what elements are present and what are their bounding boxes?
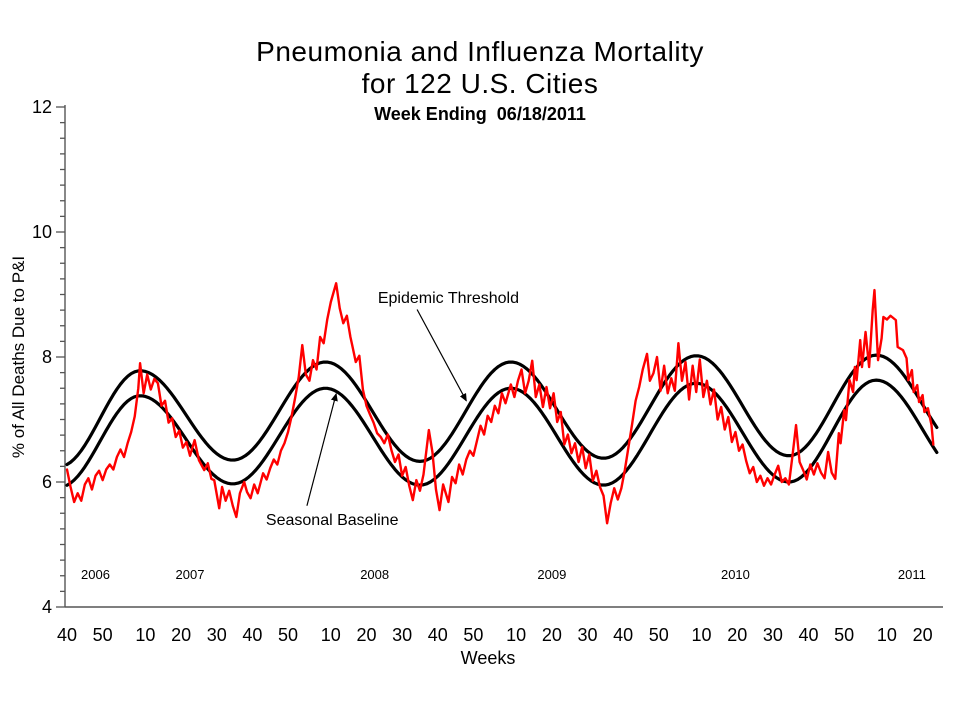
x-tick-label: 10 bbox=[135, 625, 155, 645]
x-tick-label: 30 bbox=[392, 625, 412, 645]
epidemic-threshold-annotation: Epidemic Threshold bbox=[377, 290, 519, 308]
x-tick-label: 30 bbox=[763, 625, 783, 645]
epidemic-threshold-arrow bbox=[416, 309, 467, 402]
x-tick-label: 50 bbox=[278, 625, 298, 645]
x-tick-label: 50 bbox=[463, 625, 483, 645]
chart-title-line2: for 122 U.S. Cities bbox=[361, 68, 599, 100]
x-tick-label: 10 bbox=[877, 625, 897, 645]
x-tick-label: 50 bbox=[649, 625, 669, 645]
x-tick-label: 10 bbox=[506, 625, 526, 645]
chart-title-block: Pneumonia and Influenza Mortality for 12… bbox=[0, 36, 960, 125]
chart-title-line1: Pneumonia and Influenza Mortality bbox=[256, 36, 704, 67]
year-label: 2007 bbox=[176, 567, 205, 582]
y-tick-label: 8 bbox=[42, 347, 52, 367]
x-tick-label: 20 bbox=[727, 625, 747, 645]
x-tick-label: 50 bbox=[93, 625, 113, 645]
x-tick-label: 40 bbox=[613, 625, 633, 645]
x-tick-label: 20 bbox=[356, 625, 376, 645]
y-tick-label: 6 bbox=[42, 472, 52, 492]
x-tick-label: 20 bbox=[913, 625, 933, 645]
y-axis-title: % of All Deaths Due to P&I bbox=[9, 256, 28, 458]
x-tick-label: 10 bbox=[321, 625, 341, 645]
year-label: 2011 bbox=[898, 567, 926, 582]
x-tick-label: 50 bbox=[834, 625, 854, 645]
x-axis-title: Weeks bbox=[461, 648, 516, 668]
x-tick-label: 10 bbox=[692, 625, 712, 645]
year-label: 2006 bbox=[81, 567, 110, 582]
x-tick-label: 20 bbox=[542, 625, 562, 645]
year-label: 2010 bbox=[721, 567, 750, 582]
chart-subtitle-week-ending: Week Ending 06/18/2011 bbox=[374, 104, 586, 125]
y-tick-label: 12 bbox=[32, 97, 52, 117]
x-tick-label: 40 bbox=[242, 625, 262, 645]
x-tick-label: 30 bbox=[577, 625, 597, 645]
x-tick-label: 40 bbox=[428, 625, 448, 645]
x-tick-label: 30 bbox=[207, 625, 227, 645]
x-tick-label: 40 bbox=[57, 625, 77, 645]
x-tick-label: 40 bbox=[799, 625, 819, 645]
y-tick-label: 10 bbox=[32, 222, 52, 242]
x-tick-label: 20 bbox=[171, 625, 191, 645]
year-label: 2008 bbox=[360, 567, 389, 582]
seasonal-baseline-annotation: Seasonal Baseline bbox=[265, 512, 399, 529]
year-label: 2009 bbox=[537, 567, 566, 582]
seasonal-baseline-arrow bbox=[306, 392, 338, 506]
y-tick-label: 4 bbox=[42, 597, 52, 617]
seasonal-baseline-curve bbox=[65, 378, 939, 487]
observed-mortality-line bbox=[65, 282, 935, 525]
